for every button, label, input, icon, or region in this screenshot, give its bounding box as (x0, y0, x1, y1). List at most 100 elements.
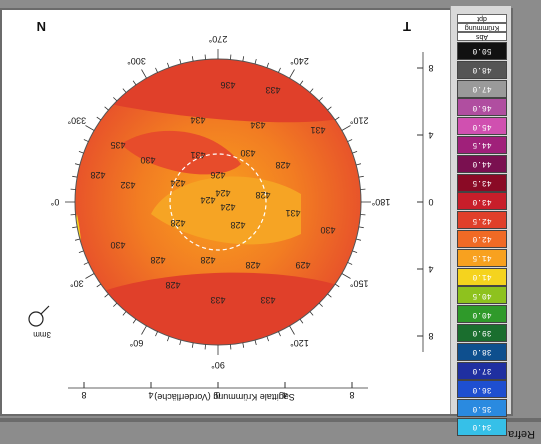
legend-header-1: Krümmung (457, 23, 507, 32)
map-value: 433 (265, 85, 280, 95)
angle-label: 270° (208, 34, 227, 44)
angle-label: 240° (290, 56, 309, 66)
corner-label-n: N (37, 19, 46, 34)
rim-tick (191, 342, 194, 348)
rim-tick (141, 325, 147, 335)
rim-tick (122, 311, 127, 316)
rim-tick (309, 88, 314, 93)
map-value: 428 (150, 255, 165, 265)
rim-tick (72, 175, 78, 178)
rim-tick (242, 56, 245, 62)
rim-tick (356, 238, 362, 241)
legend-swatch: 48.0 (457, 60, 507, 79)
legend-swatch: 43.5 (457, 173, 507, 192)
pupil-ring (169, 153, 267, 251)
map-value: 430 (140, 155, 155, 165)
legend-swatch: 40.0 (457, 305, 507, 324)
region-red-mid (121, 130, 241, 175)
map-value: 428 (275, 160, 290, 170)
angle-label: 180° (371, 197, 390, 207)
side-axis-label: 8 (428, 331, 433, 341)
rim-tick (318, 97, 323, 102)
rim-tick (254, 340, 257, 346)
legend-swatch: 41.5 (457, 248, 507, 267)
rim-tick (327, 293, 332, 298)
angle-label: 300° (127, 56, 146, 66)
rim-tick (179, 58, 182, 64)
map-value: 431 (285, 208, 300, 218)
legend-swatch: 41.0 (457, 267, 507, 286)
legend-swatch: 43.0 (457, 192, 507, 211)
rim-tick (352, 151, 358, 154)
rim-tick (341, 273, 351, 279)
scale-icon (28, 311, 44, 327)
rim-tick (266, 336, 269, 342)
legend-swatch: 46.0 (457, 98, 507, 117)
rim-tick (122, 88, 127, 93)
map-value: 428 (170, 218, 185, 228)
rim-tick (85, 125, 95, 131)
rim-tick (334, 116, 340, 121)
topography-panel: Sagittale Krümmung (Vorderfläche) 90° 60°… (0, 2, 511, 436)
top-axis-label: 4 (282, 390, 287, 400)
side-axis-label: 8 (428, 63, 433, 73)
rim-tick (327, 106, 332, 111)
rim-tick (113, 302, 118, 307)
curvature-map: Sagittale Krümmung (Vorderfläche) 90° 60°… (0, 6, 451, 414)
rim-tick (132, 318, 137, 324)
legend-swatch: 47.0 (457, 79, 507, 98)
color-legend: Abs Krümmung dpt 50.0 48.0 47.0 46.0 45.0 44.5 44… (450, 6, 511, 436)
rim-tick (72, 226, 78, 229)
top-axis-label: 8 (349, 390, 354, 400)
legend-swatch: 38.0 (457, 342, 507, 361)
map-value: 432 (120, 180, 135, 190)
rim-tick (278, 67, 281, 73)
legend-header-0: Abs (457, 32, 507, 41)
rim-tick (96, 283, 102, 288)
rim-tick (341, 125, 351, 131)
legend-swatch: 40.5 (457, 286, 507, 305)
rim-tick (299, 80, 304, 86)
curvature-map-svg: 90° 60° 30° 0° 330° 300° 270° 240° 210° 180° 150° 1… (28, 19, 434, 400)
legend-swatch: 45.0 (457, 117, 507, 136)
side-axis-label: 0 (428, 197, 433, 207)
rim-tick (155, 67, 158, 73)
legend-header-2: dpt (457, 14, 507, 23)
rim-tick (104, 293, 109, 298)
angle-label: 60° (129, 338, 143, 348)
rim-tick (179, 340, 182, 346)
legend-swatch: 44.5 (457, 136, 507, 154)
rim-tick (318, 302, 323, 307)
map-value: 428 (230, 220, 245, 230)
map-value: 435 (110, 140, 125, 150)
rim-tick (167, 62, 170, 68)
angle-label: 120° (290, 338, 309, 348)
rim-tick (78, 151, 84, 154)
map-value: 433 (210, 295, 225, 305)
corner-label-t: T (403, 19, 411, 34)
rim-tick (347, 262, 353, 265)
legend-swatch: 34.0 (457, 418, 507, 436)
scale-icon-handle (40, 305, 50, 315)
top-axis-label: 0 (215, 390, 220, 400)
region-green (329, 59, 359, 109)
map-value: 428 (165, 280, 180, 290)
map-value: 428 (245, 260, 260, 270)
rim-tick (85, 273, 95, 279)
rim-tick (289, 325, 295, 335)
rim-tick (334, 283, 340, 288)
map-value: 434 (190, 115, 205, 125)
scale-label: 3mm (33, 330, 51, 339)
map-value: 424 (220, 202, 235, 212)
map-value: 424 (170, 178, 185, 188)
rim-tick (132, 80, 137, 86)
angle-label: 150° (349, 279, 368, 289)
angle-label: 90° (211, 360, 225, 370)
legend-swatch: 35.0 (457, 399, 507, 418)
legend-swatch: 42.5 (457, 211, 507, 230)
map-value: 434 (250, 120, 265, 130)
rim-tick (191, 56, 194, 62)
map-value: 430 (240, 148, 255, 158)
legend-swatch: 42.0 (457, 230, 507, 248)
